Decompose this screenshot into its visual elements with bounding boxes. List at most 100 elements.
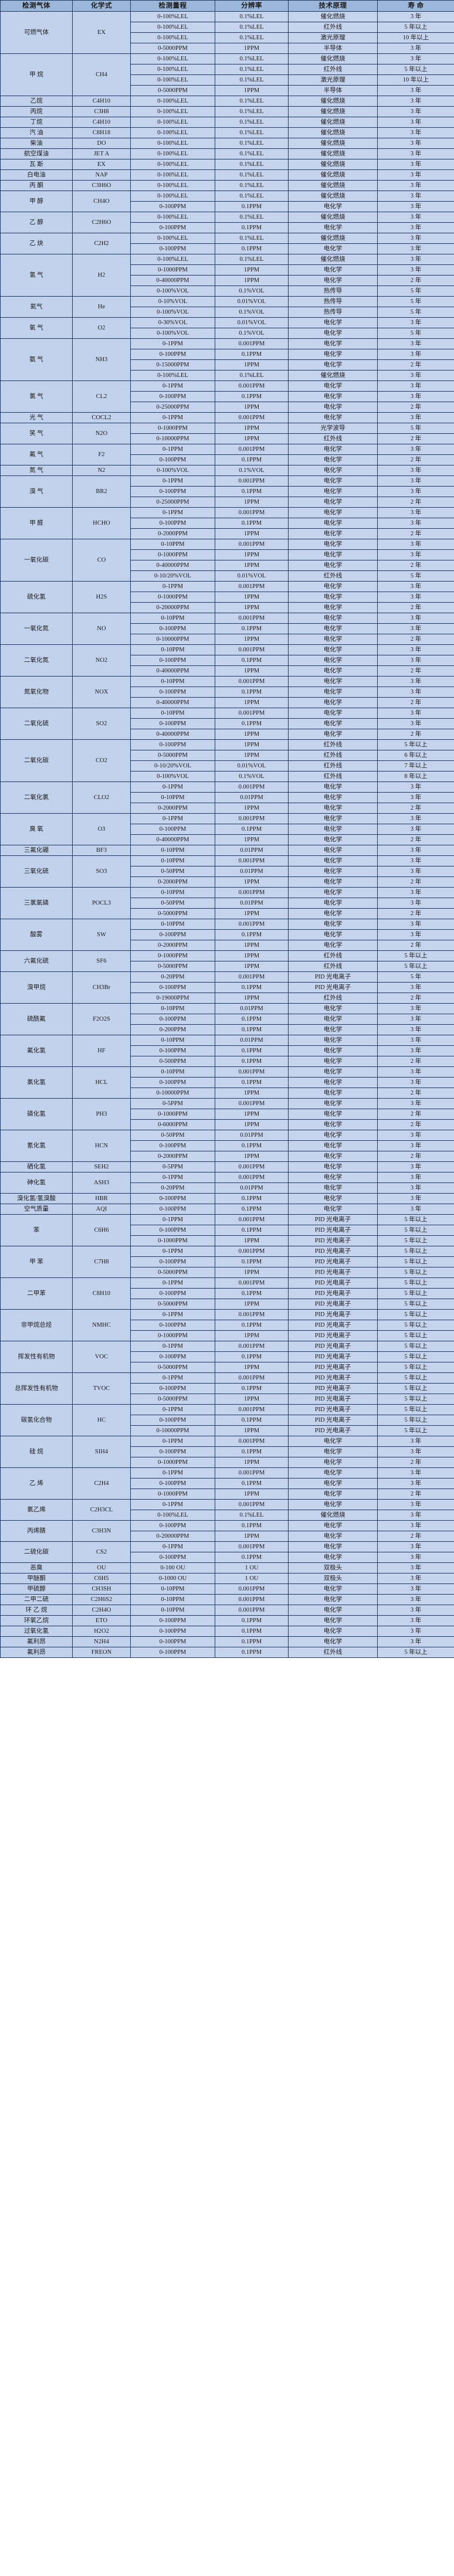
cell-lifespan: 3 年 <box>377 1204 454 1215</box>
cell-lifespan: 3 年 <box>377 1583 454 1595</box>
cell-lifespan: 5 年以上 <box>377 1394 454 1405</box>
cell-technology-principle: 电化学 <box>288 697 378 708</box>
cell-resolution: 0.01%VOL <box>215 296 289 307</box>
cell-resolution: 0.1PPM <box>215 349 289 360</box>
cell-detection-range: 0-5000PPM <box>130 1267 215 1278</box>
table-row: 0-25000PPM 1PPM 电化学 2 年 <box>1 402 454 413</box>
cell-gas-name: 光 气 <box>0 412 73 423</box>
cell-resolution: 0.1%LEL <box>215 74 289 86</box>
cell-chemical-formula: NO2 <box>72 644 131 677</box>
cell-technology-principle: 催化燃烧 <box>288 53 378 64</box>
cell-lifespan: 2 年 <box>377 1109 454 1120</box>
table-row: 过氧化氢 H2O2 0-100PPM 0.1PPM 电化学 3 年 <box>0 1626 454 1637</box>
cell-detection-range: 0-100%VOL <box>130 771 215 782</box>
cell-technology-principle: 电化学 <box>288 1436 378 1447</box>
cell-technology-principle: 电化学 <box>288 929 378 940</box>
table-row: 甲 苯 C7H8 0-1PPM 0.001PPM PID 光电离子 5 年以上 <box>0 1246 454 1278</box>
cell-detection-range: 0-100PPM <box>130 1415 215 1426</box>
cell-resolution: 1PPM <box>215 497 289 508</box>
table-row: 0-1000PPM 1PPM 电化学 2 年 <box>1 1488 454 1500</box>
cell-chemical-formula: CS2 <box>72 1541 131 1563</box>
cell-lifespan: 3 年 <box>377 813 454 824</box>
cell-detection-range: 0-10PPM <box>130 676 215 687</box>
cell-technology-principle: 电化学 <box>288 655 378 666</box>
cell-resolution: 0.001PPM <box>215 338 289 349</box>
cell-resolution: 1PPM <box>215 1457 289 1468</box>
cell-chemical-formula: F2 <box>72 444 131 465</box>
table-row: 0-100PPM 0.1PPM 电化学 3 年 <box>1 929 454 940</box>
cell-gas-name: 氨 气 <box>0 338 73 381</box>
table-row: 甲 醇 CH4O 0-100%LEL 0.1%LEL 催化燃烧 3 年 <box>0 191 454 212</box>
cell-gas-name: 氮 气 <box>0 465 73 476</box>
cell-resolution: 0.1%LEL <box>215 212 289 223</box>
cell-lifespan: 5 年以上 <box>377 1647 454 1658</box>
cell-resolution: 0.001PPM <box>215 1541 289 1552</box>
cell-technology-principle: PID 光电离子 <box>288 1351 378 1362</box>
cell-lifespan: 2 年 <box>377 560 454 571</box>
cell-detection-range: 0-20PPM <box>130 1182 215 1194</box>
cell-resolution: 1PPM <box>215 961 289 972</box>
cell-technology-principle: 光学波导 <box>288 423 378 434</box>
table-row: 航空煤油 JET A 0-100%LEL 0.1%LEL 催化燃烧 3 年 <box>0 148 454 159</box>
cell-detection-range: 0-6000PPM <box>130 1119 215 1130</box>
cell-gas-name: 环 乙 烷 <box>0 1605 73 1616</box>
cell-chemical-formula: C4H10 <box>72 117 131 128</box>
cell-detection-range: 0-100PPM <box>130 1014 215 1025</box>
cell-lifespan: 3 年 <box>377 264 454 276</box>
cell-technology-principle: PID 光电离子 <box>288 1267 378 1278</box>
cell-resolution: 0.001PPM <box>215 1172 289 1183</box>
cell-technology-principle: 半导体 <box>288 85 378 96</box>
cell-lifespan: 3 年 <box>377 201 454 212</box>
cell-detection-range: 0-100PPM <box>130 982 215 993</box>
cell-detection-range: 0-40000PPM <box>130 729 215 740</box>
cell-technology-principle: 电化学 <box>288 1172 378 1183</box>
table-row: 0-100PPM 0.1PPM PID 光电离子 5 年以上 <box>1 1288 454 1299</box>
cell-lifespan: 2 年 <box>377 1151 454 1162</box>
cell-technology-principle: 电化学 <box>288 1204 378 1215</box>
cell-detection-range: 0-10/20%VOL <box>130 570 215 582</box>
table-row: 丙烷 C3H8 0-100%LEL 0.1%LEL 催化燃烧 3 年 <box>0 106 454 117</box>
cell-detection-range: 0-10/20%VOL <box>130 760 215 772</box>
cell-gas-name: 氮氧化物 <box>0 676 73 708</box>
cell-detection-range: 0-1000PPM <box>130 592 215 603</box>
cell-chemical-formula: NOX <box>72 676 131 708</box>
cell-detection-range: 0-20000PPM <box>130 602 215 613</box>
cell-detection-range: 0-10PPM <box>130 1594 215 1605</box>
cell-technology-principle: 电化学 <box>288 1467 378 1479</box>
cell-lifespan: 5 年以上 <box>377 1362 454 1373</box>
cell-detection-range: 0-100%LEL <box>130 96 215 107</box>
cell-detection-range: 0-10PPM <box>130 887 215 898</box>
gas-sensor-spec-sheet: 检测气体 化学式 检测量程 分辨率 技术原理 寿 命 可燃气体 EX 0-100%L… <box>0 0 454 1658</box>
cell-lifespan: 3 年 <box>377 1098 454 1109</box>
cell-detection-range: 0-100PPM <box>130 518 215 529</box>
cell-chemical-formula: ETO <box>72 1615 131 1626</box>
cell-resolution: 0.001PPM <box>215 1404 289 1415</box>
cell-resolution: 0.1%VOL <box>215 465 289 476</box>
cell-resolution: 0.1%LEL <box>215 32 289 43</box>
table-row: 0-100PPM 0.1PPM 电化学 3 年 <box>1 1552 454 1563</box>
cell-lifespan: 3 年 <box>377 1161 454 1173</box>
cell-detection-range: 0-100%VOL <box>130 286 215 297</box>
cell-lifespan: 2 年 <box>377 876 454 888</box>
cell-detection-range: 0-10PPM <box>130 919 215 930</box>
cell-chemical-formula: VOC <box>72 1341 131 1373</box>
cell-lifespan: 2 年 <box>377 602 454 613</box>
cell-detection-range: 0-100PPM <box>130 929 215 940</box>
cell-gas-name: 硫化氢 <box>0 581 73 613</box>
cell-lifespan: 3 年 <box>377 644 454 655</box>
cell-lifespan: 5 年以上 <box>377 1225 454 1236</box>
cell-detection-range: 0-50PPM <box>130 898 215 909</box>
cell-lifespan: 2 年 <box>377 1056 454 1067</box>
cell-detection-range: 0-100PPM <box>130 1383 215 1394</box>
cell-resolution: 0.001PPM <box>215 1499 289 1510</box>
cell-technology-principle: 电化学 <box>288 1088 378 1099</box>
cell-chemical-formula: C8H10 <box>72 1277 131 1310</box>
cell-detection-range: 0-50PPM <box>130 866 215 877</box>
table-row: 笑 气 N2O 0-1000PPM 1PPM 光学波导 5 年 <box>0 423 454 444</box>
cell-detection-range: 0-100%LEL <box>130 74 215 86</box>
cell-lifespan: 2 年 <box>377 433 454 444</box>
cell-detection-range: 0-100%LEL <box>130 212 215 223</box>
cell-detection-range: 0-40000PPM <box>130 834 215 845</box>
cell-gas-name: 恶臭 <box>0 1562 73 1574</box>
table-row: 挥发性有机物 VOC 0-1PPM 0.001PPM PID 光电离子 5 年以上 <box>0 1341 454 1373</box>
